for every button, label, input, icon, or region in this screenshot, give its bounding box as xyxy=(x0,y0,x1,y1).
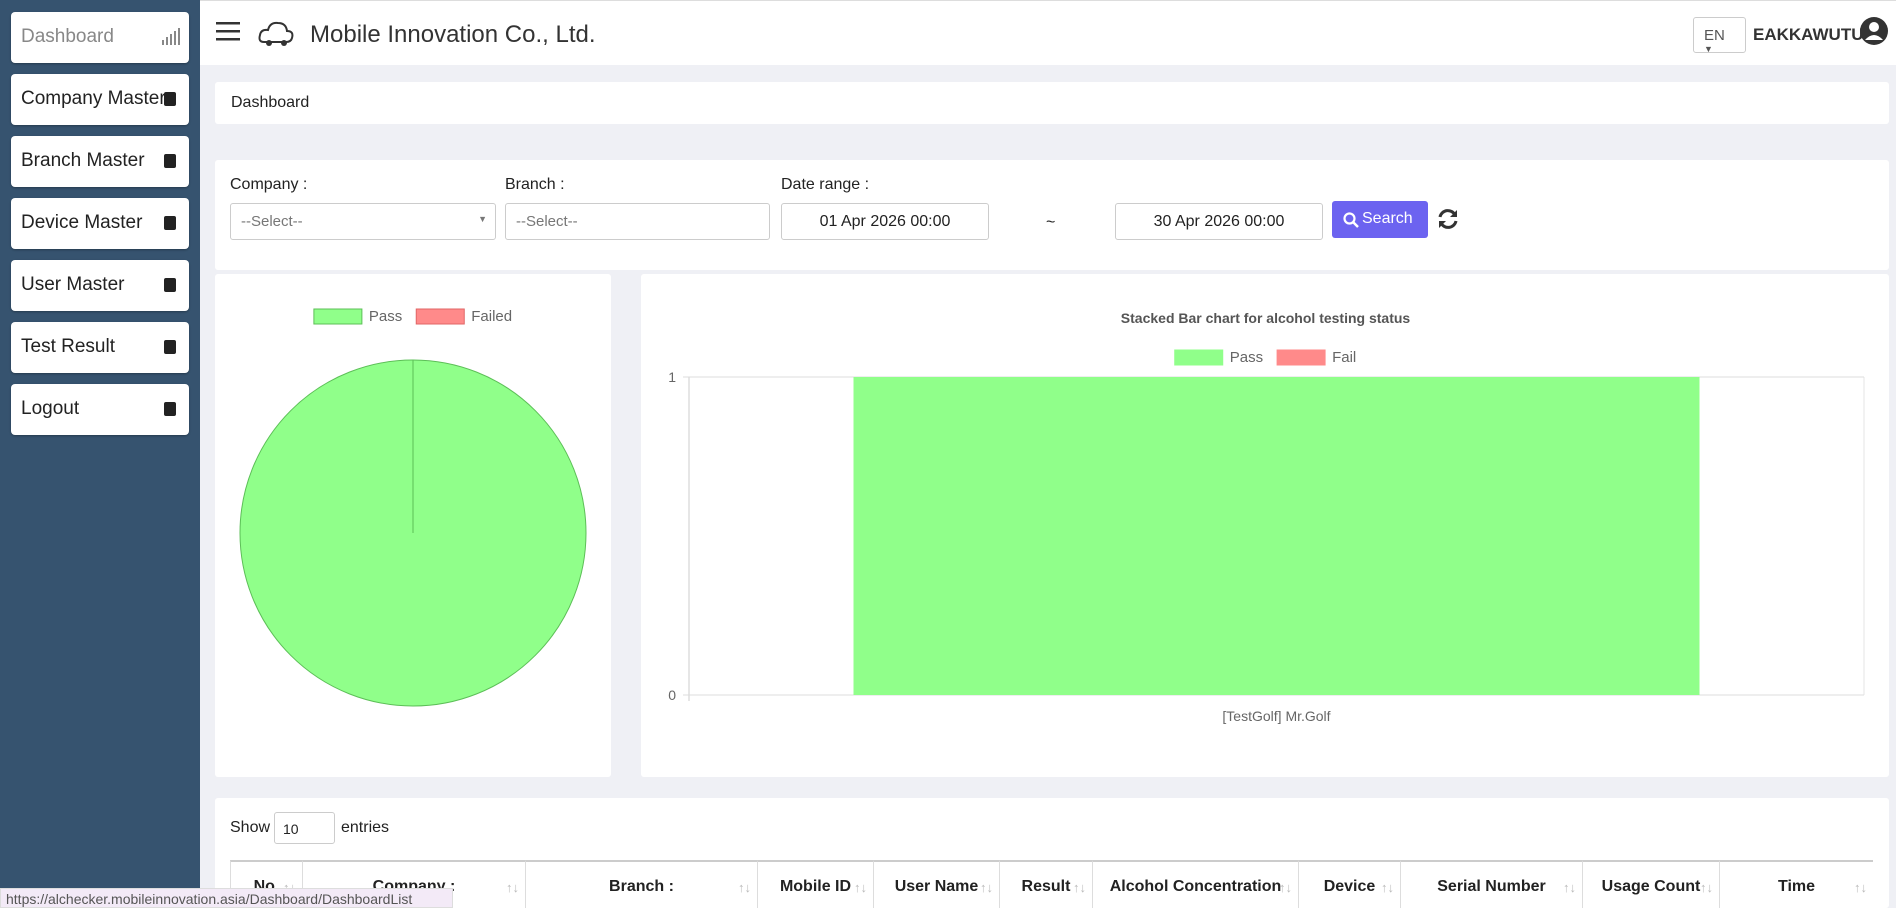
show-label: Show xyxy=(230,819,271,836)
menu-label: Branch Master xyxy=(21,150,145,171)
column-header[interactable]: Result xyxy=(999,860,1092,908)
breadcrumb: Dashboard xyxy=(215,82,1889,124)
column-header[interactable]: User Name xyxy=(873,860,999,908)
column-header[interactable]: Usage Count xyxy=(1582,860,1719,908)
legend-label: Failed xyxy=(471,308,512,325)
status-url: https://alchecker.mobileinnovation.asia/… xyxy=(0,888,453,908)
menu-item[interactable]: Logout xyxy=(11,384,189,435)
sidebar: Dashboard Company Master Branch Master Devi… xyxy=(0,0,200,908)
column-header[interactable]: Alcohol Concentration xyxy=(1092,860,1298,908)
menu-icon xyxy=(164,278,176,292)
menu-item[interactable]: Test Result xyxy=(11,322,189,373)
menu-icon xyxy=(164,154,176,168)
date-label: Date range : xyxy=(781,176,870,193)
user-icon[interactable] xyxy=(1859,16,1889,46)
menu-label: Test Result xyxy=(21,336,115,357)
menu-item[interactable]: Branch Master xyxy=(11,136,189,187)
language: EN xyxy=(1704,27,1725,44)
company-value: --Select-- xyxy=(241,213,303,230)
column-header[interactable]: Serial Number xyxy=(1400,860,1582,908)
legend-label: Fail xyxy=(1332,349,1356,366)
legend-swatch xyxy=(1276,349,1326,366)
menu-item[interactable]: Dashboard xyxy=(11,12,189,63)
menu-icon xyxy=(164,216,176,230)
header: Mobile Innovation Co., Ltd. EN ▼ EAKKAWU… xyxy=(200,0,1896,65)
y-tick-label: 0 xyxy=(668,687,676,703)
legend-swatch xyxy=(313,308,363,325)
legend-swatch xyxy=(415,308,465,325)
branch-label: Branch : xyxy=(505,176,565,193)
column-header[interactable]: Mobile ID xyxy=(757,860,873,908)
menu-label: Company Master xyxy=(21,88,166,109)
username[interactable]: EAKKAWUTU xyxy=(1753,25,1864,44)
menu-icon xyxy=(164,92,176,106)
legend-label: Pass xyxy=(1230,349,1263,366)
column-header[interactable]: Device xyxy=(1298,860,1400,908)
menu-item[interactable]: Device Master xyxy=(11,198,189,249)
menu-icon xyxy=(164,340,176,354)
page-size-input[interactable]: 10 xyxy=(274,812,335,844)
menu-item[interactable]: User Master xyxy=(11,260,189,311)
entries-label: entries xyxy=(341,819,390,836)
search-text: Search xyxy=(1362,210,1413,227)
menu-icon xyxy=(162,28,180,45)
menu-item[interactable]: Company Master xyxy=(11,74,189,125)
legend-swatch xyxy=(1174,349,1224,366)
refresh-button[interactable] xyxy=(1436,207,1460,231)
bar-segment xyxy=(853,377,1700,695)
date-from[interactable]: 01 Apr 2026 00:00 xyxy=(781,203,989,240)
search-icon xyxy=(1343,212,1359,228)
legend: Pass Failed xyxy=(313,308,512,325)
date-to[interactable]: 30 Apr 2026 00:00 xyxy=(1115,203,1323,240)
company-select[interactable]: --Select-- ▼ xyxy=(230,203,496,240)
menu-label: Dashboard xyxy=(21,26,114,47)
legend: Pass Fail xyxy=(1174,349,1356,366)
menu-label: User Master xyxy=(21,274,125,295)
branch-select[interactable]: --Select-- xyxy=(505,203,770,240)
company-label: Company : xyxy=(230,176,308,193)
menu-icon xyxy=(164,402,176,416)
logo xyxy=(258,21,294,46)
date-separator: ~ xyxy=(1046,214,1056,231)
menu-toggle[interactable] xyxy=(216,21,240,41)
menu-label: Device Master xyxy=(21,212,143,233)
language-select[interactable]: EN ▼ xyxy=(1693,17,1746,54)
column-header[interactable]: Branch : xyxy=(525,860,757,908)
company-title: Mobile Innovation Co., Ltd. xyxy=(310,21,596,48)
chart-title: Stacked Bar chart for alcohol testing st… xyxy=(1121,310,1411,326)
column-header[interactable]: Time xyxy=(1719,860,1873,908)
legend-label: Pass xyxy=(369,308,402,325)
search-button[interactable]: Search xyxy=(1332,201,1428,238)
x-tick-label: [TestGolf] Mr.Golf xyxy=(1222,708,1330,724)
y-tick-label: 1 xyxy=(668,369,676,385)
menu-label: Logout xyxy=(21,398,80,419)
